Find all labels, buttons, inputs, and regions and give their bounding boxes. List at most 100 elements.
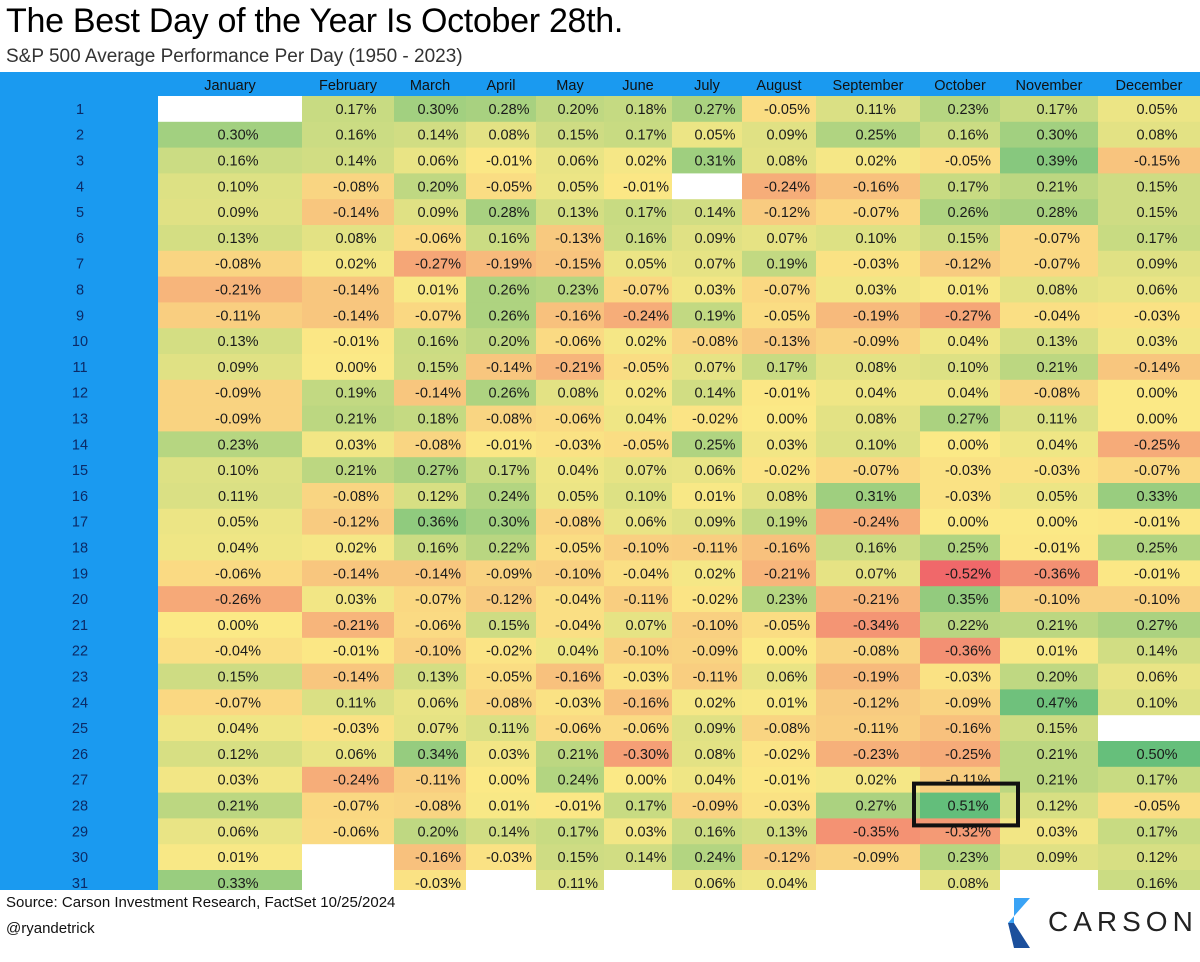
heatmap-cell <box>920 328 1001 355</box>
heatmap-cell <box>604 225 673 252</box>
cell-value: -0.01% <box>486 154 532 170</box>
heatmap-cell <box>158 508 303 536</box>
heatmap-cell <box>1000 96 1099 123</box>
cell-value: 0.04% <box>855 386 896 402</box>
heatmap-cell <box>816 534 921 561</box>
heatmap-cell <box>536 818 605 845</box>
heatmap-cell <box>604 199 673 226</box>
cell-value: -0.01% <box>333 644 379 660</box>
cell-value: 0.16% <box>217 154 258 170</box>
heatmap-cell <box>816 870 921 890</box>
cell-value: 0.08% <box>947 876 988 890</box>
heatmap-cell <box>1098 173 1200 200</box>
cell-value: 0.00% <box>947 515 988 531</box>
cell-value: 0.17% <box>947 179 988 195</box>
heatmap-cell <box>920 792 1001 819</box>
heatmap-cell <box>466 147 537 174</box>
heatmap-chart: January February March April May June July Augu… <box>0 72 1200 890</box>
heatmap-cell <box>920 483 1001 510</box>
cell-value: 0.00% <box>1036 515 1077 531</box>
cell-value: 0.16% <box>947 128 988 144</box>
heatmap-cell <box>158 560 303 587</box>
heatmap-cell <box>816 663 921 690</box>
heatmap-cell <box>1000 715 1099 742</box>
cell-value: 0.04% <box>217 721 258 737</box>
heatmap-cell <box>158 818 303 845</box>
cell-value: 0.15% <box>1036 721 1077 737</box>
cell-value: -0.10% <box>1034 592 1080 608</box>
cell-value: 0.28% <box>1036 205 1077 221</box>
heatmap-cell <box>466 96 537 123</box>
cell-value: 0.11% <box>336 695 376 711</box>
heatmap-cell <box>920 379 1001 407</box>
heatmap-cell <box>604 741 673 768</box>
chart-subtitle: S&P 500 Average Performance Per Day (195… <box>6 46 463 67</box>
cell-value: -0.21% <box>764 566 810 582</box>
cell-value: 0.15% <box>417 360 458 376</box>
heatmap-cell <box>536 870 605 890</box>
cell-value: 0.17% <box>1136 773 1177 789</box>
cell-value: 0.23% <box>947 102 988 118</box>
heatmap-cell <box>302 689 395 716</box>
heatmap-cell <box>466 792 537 819</box>
heatmap-cell <box>394 96 467 123</box>
cell-value: 0.18% <box>417 412 458 428</box>
day-label: 11 <box>72 360 87 376</box>
cell-value: -0.52% <box>945 566 991 582</box>
cell-value: 0.10% <box>625 489 666 505</box>
heatmap-cell <box>158 741 303 768</box>
heatmap-cell <box>920 199 1001 226</box>
heatmap-cell <box>394 870 467 890</box>
heatmap-cell <box>466 302 537 329</box>
cell-value: 0.09% <box>766 128 807 144</box>
day-label: 16 <box>72 489 88 505</box>
heatmap-cell <box>604 715 673 742</box>
heatmap-cell <box>920 534 1001 561</box>
cell-value: 0.00% <box>766 644 807 660</box>
heatmap-cell <box>466 379 537 407</box>
heatmap-cell <box>394 431 467 458</box>
cell-value: -0.10% <box>1134 592 1180 608</box>
heatmap-cell <box>816 508 921 536</box>
heatmap-cell <box>742 560 817 587</box>
heatmap-cell <box>1098 121 1200 149</box>
heatmap-cell <box>920 663 1001 690</box>
cell-value: -0.07% <box>1134 463 1180 479</box>
cell-value: 0.23% <box>947 850 988 866</box>
month-header: November <box>1016 78 1083 94</box>
heatmap-cell <box>394 612 467 639</box>
day-label: 30 <box>72 850 88 866</box>
heatmap-cell <box>1000 457 1099 484</box>
day-label: 25 <box>72 721 88 737</box>
heatmap-cell <box>742 457 817 484</box>
cell-value: 0.23% <box>766 592 807 608</box>
heatmap-cell <box>466 225 537 252</box>
heatmap-cell <box>816 792 921 819</box>
heatmap-cell <box>672 121 743 149</box>
cell-value: 0.08% <box>766 489 807 505</box>
heatmap-cell <box>394 328 467 355</box>
heatmap-cell <box>604 405 673 432</box>
heatmap-cell <box>816 431 921 458</box>
cell-value: -0.03% <box>853 257 899 273</box>
heatmap-cell <box>302 121 395 149</box>
cell-value: 0.07% <box>417 721 458 737</box>
heatmap-cell <box>604 870 673 890</box>
cell-value: 0.25% <box>855 128 896 144</box>
heatmap-cell <box>920 766 1001 794</box>
day-label: 13 <box>72 412 88 428</box>
heatmap-cell <box>394 766 467 794</box>
cell-value: -0.07% <box>1034 231 1080 247</box>
heatmap-cell <box>1000 431 1099 458</box>
cell-value: 0.23% <box>557 283 598 299</box>
cell-value: -0.24% <box>623 308 669 324</box>
heatmap-cell <box>1000 379 1099 407</box>
heatmap-cell <box>672 173 743 200</box>
heatmap-cell <box>302 818 395 845</box>
heatmap-cell <box>604 379 673 407</box>
heatmap-cell <box>672 508 743 536</box>
heatmap-cell <box>466 586 537 613</box>
cell-value: -0.07% <box>215 695 261 711</box>
heatmap-cell <box>1098 225 1200 252</box>
heatmap-cell <box>742 534 817 561</box>
